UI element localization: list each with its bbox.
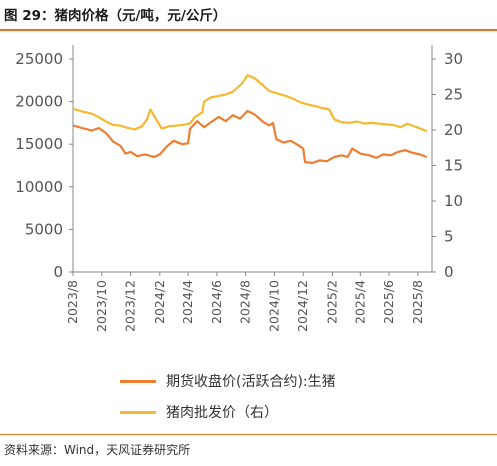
source-note: 资料来源：Wind，天风证券研究所 [4,443,191,457]
right-tick-label: 5 [444,228,454,246]
left-tick-label: 0 [53,263,63,281]
left-tick-label: 20000 [15,93,63,111]
x-tick-label: 2023/8 [65,280,80,324]
legend-item-wholesale: 猪肉批发价（右） [120,402,278,422]
legend-swatch-futures [120,379,156,383]
series-line-wholesale [72,74,428,133]
x-tick-label: 2025/8 [410,280,425,324]
legend-swatch-wholesale [120,410,156,414]
x-tick-label: 2024/2 [152,280,167,324]
x-tick-label: 2023/12 [123,280,138,332]
x-tick-label: 2025/4 [352,280,367,324]
series-line-futures [72,109,428,164]
title-rule [0,29,497,31]
right-tick-label: 20 [444,121,463,139]
right-tick-label: 10 [444,192,463,210]
figure-title: 图 29：猪肉价格（元/吨，元/公斤） [4,8,227,24]
x-tick-label: 2023/10 [94,280,109,332]
x-tick-label: 2025/2 [324,280,339,324]
right-tick-label: 15 [444,157,463,175]
left-tick-label: 25000 [15,50,63,68]
x-tick-label: 2025/6 [381,280,396,324]
left-tick-label: 15000 [15,135,63,153]
x-tick-label: 2024/10 [266,280,281,332]
x-axis: 2023/8 2023/10 2023/12 2024/2 2024/4 2024/6 20… [65,271,432,332]
legend-label-futures: 期货收盘价(活跃合约):生猪 [166,374,336,390]
left-tick-label: 10000 [15,178,63,196]
right-tick-label: 0 [444,263,454,281]
series-lines [72,74,428,164]
right-tick-label: 30 [444,50,463,68]
x-tick-label: 2024/4 [180,280,195,324]
legend-label-wholesale: 猪肉批发价（右） [166,405,278,421]
footer-rule [0,434,497,435]
legend-item-futures: 期货收盘价(活跃合约):生猪 [120,371,336,391]
x-tick-label: 2024/12 [295,280,310,332]
left-tick-label: 5000 [25,220,63,238]
x-tick-label: 2024/6 [209,280,224,324]
right-tick-label: 25 [444,86,463,104]
right-axis: 0 5 10 15 20 25 30 [431,45,463,281]
x-tick-label: 2024/8 [238,280,253,324]
price-chart: 0 5000 10000 15000 20000 25000 0 5 10 15 20 25 30 2… [15,45,463,332]
left-axis: 0 5000 10000 15000 20000 25000 [15,45,74,281]
